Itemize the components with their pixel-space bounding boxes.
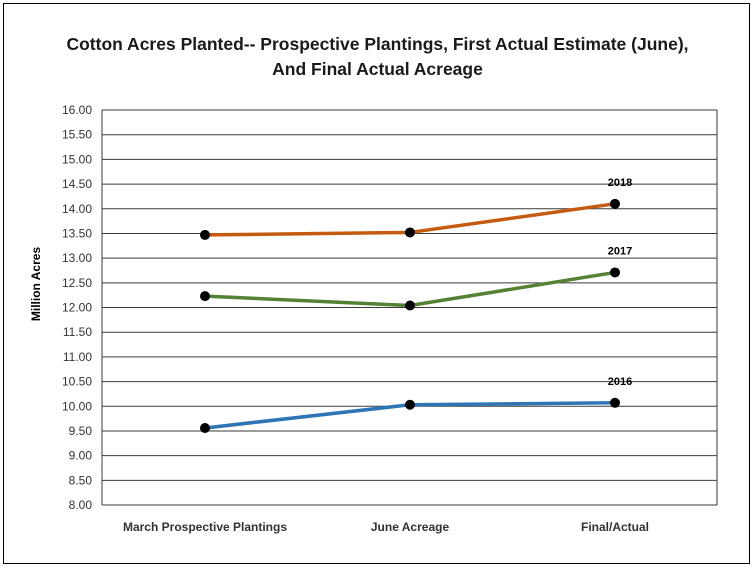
data-point-2018 <box>405 227 415 238</box>
y-tick-label: 15.00 <box>62 152 92 166</box>
series-label-2017: 2017 <box>608 245 632 257</box>
series-label-2016: 2016 <box>608 376 632 388</box>
y-tick-label: 9.00 <box>69 449 93 463</box>
chart-title-line-1: Cotton Acres Planted-- Prospective Plant… <box>66 34 689 54</box>
y-tick-label: 10.00 <box>62 399 92 413</box>
y-tick-label: 9.50 <box>69 424 93 438</box>
x-tick-label: March Prospective Plantings <box>123 520 287 534</box>
y-axis-label: Million Acres <box>29 247 43 322</box>
y-tick-label: 8.00 <box>69 498 93 512</box>
y-tick-label: 14.50 <box>62 177 92 191</box>
x-tick-label: Final/Actual <box>581 520 649 534</box>
y-tick-label: 13.00 <box>62 251 92 265</box>
y-tick-label: 13.50 <box>62 226 92 240</box>
data-point-2016 <box>405 399 415 410</box>
data-point-2017 <box>405 300 415 311</box>
data-point-2018 <box>610 198 620 209</box>
data-point-2016 <box>610 397 620 408</box>
y-tick-label: 12.50 <box>62 276 92 290</box>
x-tick-label: June Acreage <box>371 520 450 534</box>
data-point-2017 <box>610 267 620 278</box>
y-tick-label: 8.50 <box>69 473 93 487</box>
y-tick-label: 12.00 <box>62 301 92 315</box>
chart-frame <box>3 3 750 564</box>
chart-title-line-2: And Final Actual Acreage <box>272 59 483 79</box>
y-tick-label: 14.00 <box>62 202 92 216</box>
y-tick-label: 11.50 <box>63 325 92 339</box>
series-label-2018: 2018 <box>608 177 632 189</box>
data-points <box>200 198 620 433</box>
data-point-2018 <box>200 229 210 240</box>
x-axis-ticks: March Prospective Plantings June Acreage F… <box>123 520 649 534</box>
series-labels: 2018 2017 2016 <box>608 177 632 388</box>
y-axis-ticks: 8.00 8.50 9.00 9.50 10.00 10.50 11.00 11.50 12.0… <box>62 103 92 512</box>
y-tick-label: 11.00 <box>63 350 92 364</box>
data-point-2016 <box>200 422 210 433</box>
y-tick-label: 15.50 <box>62 128 92 142</box>
data-point-2017 <box>200 291 210 302</box>
y-tick-label: 16.00 <box>62 103 92 117</box>
y-tick-label: 10.50 <box>62 375 92 389</box>
